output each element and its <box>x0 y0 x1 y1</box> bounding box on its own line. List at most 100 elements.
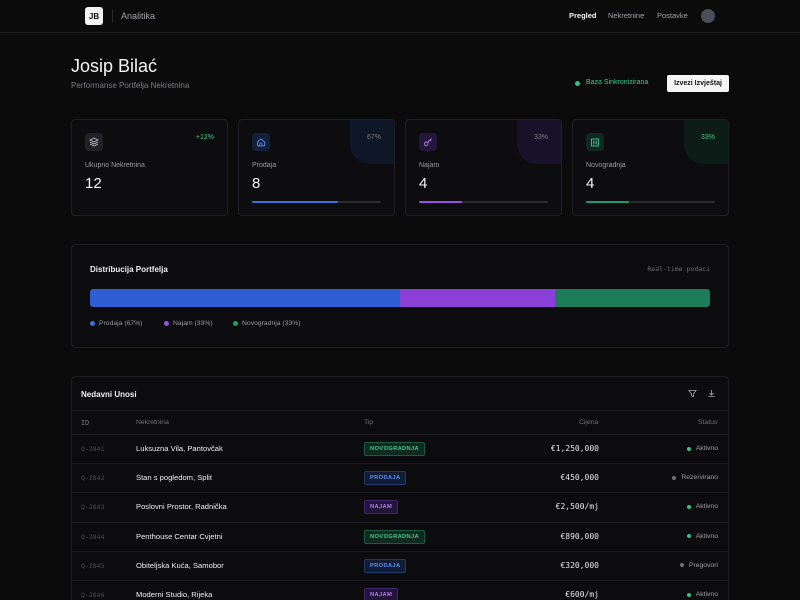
row-price: €320,000 <box>560 560 599 570</box>
segment-novogradnja <box>555 289 710 307</box>
column-tip: Tip <box>364 419 374 426</box>
legend-novogradnja: Novogradnja (33%) <box>233 320 301 327</box>
stat-card-prodaja: 67% Prodaja 8 <box>238 119 395 216</box>
progress-fill <box>252 201 339 203</box>
legend-dot <box>164 321 169 326</box>
legend-label: Najam (33%) <box>173 320 213 327</box>
table-row[interactable]: Q-2843 Poslovni Prostor, Radnička NAJAM €2,… <box>72 492 728 521</box>
type-badge: NAJAM <box>364 500 399 515</box>
type-badge: PRODAJA <box>364 471 407 486</box>
stat-label: Prodaja <box>252 162 277 169</box>
stat-percent: 67% <box>366 134 381 141</box>
stat-label: Najam <box>419 162 440 169</box>
status-label: Aktivno <box>695 591 718 598</box>
recent-entries-table: Nedavni Unosi ID Nekretnina Tip Cijena S… <box>71 376 729 600</box>
progress-bar <box>586 201 715 203</box>
sync-status-dot <box>575 81 580 86</box>
status-dot <box>679 563 684 568</box>
status-dot <box>686 534 691 539</box>
home-icon <box>252 133 270 151</box>
nav-pregled[interactable]: Pregled <box>569 11 597 20</box>
brand-name: Analitika <box>121 11 156 21</box>
column-id: ID <box>81 419 90 427</box>
status-badge: Pregovori <box>679 561 718 569</box>
distribution-title: Distribucija Portfelja <box>90 265 168 274</box>
table-row[interactable]: Q-2845 Obiteljska Kuća, Samobor PRODAJA €32… <box>72 550 728 580</box>
status-badge: Aktivno <box>686 503 718 511</box>
progress-bar <box>419 201 548 203</box>
filter-icon[interactable] <box>687 388 698 399</box>
column-cijena: Cijena <box>579 419 599 426</box>
stat-percent: 33% <box>700 134 715 141</box>
status-label: Pregovori <box>688 561 718 569</box>
page-title: Josip Bilać <box>71 56 158 76</box>
stat-value: 12 <box>85 175 102 192</box>
export-report-button[interactable]: Izvezi Izvještaj <box>667 75 729 92</box>
row-id: Q-2844 <box>81 532 105 541</box>
row-name: Obiteljska Kuća, Samobor <box>136 560 224 570</box>
download-icon[interactable] <box>706 388 717 399</box>
status-dot <box>672 475 677 480</box>
row-name: Stan s pogledom, Split <box>136 473 212 483</box>
row-price: €2,500/mj <box>555 502 599 512</box>
distribution-bar <box>90 289 710 307</box>
segment-najam <box>400 289 555 307</box>
stat-card-total: +12% Ukupno Nekretnina 12 <box>71 119 228 216</box>
progress-bar <box>252 201 381 203</box>
status-dot <box>686 504 691 509</box>
legend-prodaja: Prodaja (67%) <box>90 320 142 327</box>
stat-label: Novogradnja <box>586 162 626 169</box>
column-nekretnina: Nekretnina <box>136 419 169 426</box>
status-dot <box>686 446 691 451</box>
legend-label: Novogradnja (33%) <box>242 320 301 327</box>
stat-value: 4 <box>419 175 428 192</box>
table-title: Nedavni Unosi <box>81 390 137 399</box>
legend-dot <box>90 321 95 326</box>
nav-nekretnine[interactable]: Nekretnine <box>608 11 645 20</box>
type-badge: PRODAJA <box>364 558 407 573</box>
top-navigation: JB Analitika Pregled Nekretnine Postavke <box>0 0 800 33</box>
table-row[interactable]: Q-2844 Penthouse Centar Cvjetni NOVOGRADNJ… <box>72 521 728 551</box>
legend-label: Prodaja (67%) <box>99 320 143 327</box>
type-badge: NOVOGRADNJA <box>364 529 426 544</box>
row-price: €1,250,000 <box>550 444 599 453</box>
brand-divider <box>112 10 113 22</box>
key-icon <box>419 133 437 151</box>
stat-value: 4 <box>586 175 595 192</box>
legend-dot <box>233 321 238 326</box>
column-status: Status <box>698 419 718 426</box>
status-label: Rezervirano <box>681 474 718 482</box>
segment-prodaja <box>90 289 400 307</box>
table-row[interactable]: Q-2842 Stan s pogledom, Split PRODAJA €450,… <box>72 463 728 492</box>
stat-card-najam: 33% Najam 4 <box>405 119 562 216</box>
building-icon <box>586 133 604 151</box>
distribution-meta: Real-time podaci <box>647 265 710 273</box>
portfolio-distribution-panel: Distribucija Portfelja Real-time podaci … <box>71 244 729 348</box>
status-badge: Aktivno <box>686 591 718 598</box>
row-id: Q-2843 <box>81 503 105 512</box>
status-badge: Aktivno <box>686 533 718 540</box>
nav-postavke[interactable]: Postavke <box>657 11 688 20</box>
table-row[interactable]: Q-2846 Moderni Studio, Rijeka NAJAM €600/mj… <box>72 580 728 600</box>
status-badge: Aktivno <box>686 445 718 452</box>
logo: JB <box>85 7 103 25</box>
progress-fill <box>586 201 629 203</box>
card-accent <box>517 120 561 164</box>
row-id: Q-2841 <box>81 445 105 453</box>
table-row[interactable]: Q-2841 Luksuzna Vila, Pantovčak NOVOGRADNJ… <box>72 434 728 463</box>
status-label: Aktivno <box>695 503 718 511</box>
row-name: Penthouse Centar Cvjetni <box>136 531 223 541</box>
stat-change: +12% <box>195 134 214 141</box>
progress-fill <box>419 201 462 203</box>
type-badge: NOVOGRADNJA <box>364 442 426 456</box>
legend-najam: Najam (33%) <box>164 320 213 327</box>
row-name: Moderni Studio, Rijeka <box>136 590 213 599</box>
card-accent <box>684 120 728 164</box>
sync-status: Baza Sinkronizirana <box>586 79 649 86</box>
avatar[interactable] <box>701 9 715 23</box>
table-header-bar: Nedavni Unosi <box>72 377 728 411</box>
row-name: Luksuzna Vila, Pantovčak <box>136 444 223 453</box>
row-name: Poslovni Prostor, Radnička <box>136 502 227 512</box>
card-accent <box>350 120 394 164</box>
row-price: €890,000 <box>560 531 599 541</box>
